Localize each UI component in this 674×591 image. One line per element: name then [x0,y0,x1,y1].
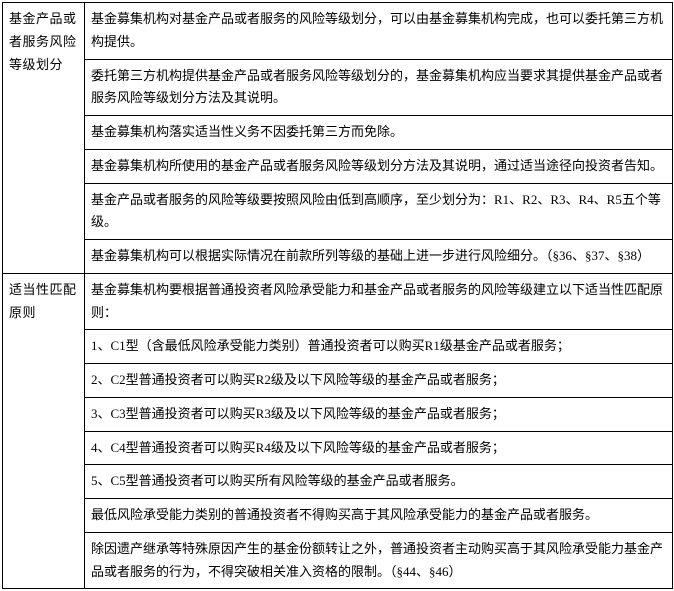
table-cell: 基金募集机构落实适当性义务不因委托第三方而免除。 [85,116,673,150]
table-row: 3、C3型普通投资者可以购买R3级及以下风险等级的基金产品或者服务； [3,397,673,431]
table-cell: 基金募集机构可以根据实际情况在前款所列等级的基础上进一步进行风险细分。（§36、… [85,240,673,274]
table-cell: 3、C3型普通投资者可以购买R3级及以下风险等级的基金产品或者服务； [85,397,673,431]
table-row: 最低风险承受能力类别的普通投资者不得购买高于其风险承受能力的基金产品或者服务。 [3,499,673,533]
table-row: 4、C4型普通投资者可以购买R4级及以下风险等级的基金产品或者服务； [3,431,673,465]
table-cell: 基金募集机构对基金产品或者服务的风险等级划分，可以由基金募集机构完成，也可以委托… [85,3,673,60]
table-row: 5、C5型普通投资者可以购买所有风险等级的基金产品或者服务。 [3,465,673,499]
table-cell: 4、C4型普通投资者可以购买R4级及以下风险等级的基金产品或者服务； [85,431,673,465]
table-cell: 基金产品或者服务的风险等级要按照风险由低到高顺序，至少划分为：R1、R2、R3、… [85,183,673,240]
table-cell: 基金募集机构要根据普通投资者风险承受能力和基金产品或者服务的风险等级建立以下适当… [85,273,673,330]
table-cell: 除因遗产继承等特殊原因产生的基金份额转让之外，普通投资者主动购买高于其风险承受能… [85,532,673,589]
table-row: 基金产品或者服务风险等级划分 基金募集机构对基金产品或者服务的风险等级划分，可以… [3,3,673,60]
table-row: 基金产品或者服务的风险等级要按照风险由低到高顺序，至少划分为：R1、R2、R3、… [3,183,673,240]
table-row: 1、C1型（含最低风险承受能力类别）普通投资者可以购买R1级基金产品或者服务； [3,330,673,364]
table-cell: 最低风险承受能力类别的普通投资者不得购买高于其风险承受能力的基金产品或者服务。 [85,499,673,533]
table-body: 基金产品或者服务风险等级划分 基金募集机构对基金产品或者服务的风险等级划分，可以… [3,3,673,589]
regulation-table: 基金产品或者服务风险等级划分 基金募集机构对基金产品或者服务的风险等级划分，可以… [2,2,673,589]
table-row: 基金募集机构所使用的基金产品或者服务风险等级划分方法及其说明，通过适当途径向投资… [3,149,673,183]
table-cell: 5、C5型普通投资者可以购买所有风险等级的基金产品或者服务。 [85,465,673,499]
section-label: 基金产品或者服务风险等级划分 [3,3,85,274]
table-row: 委托第三方机构提供基金产品或者服务风险等级划分的，基金募集机构应当要求其提供基金… [3,59,673,116]
table-cell: 2、C2型普通投资者可以购买R2级及以下风险等级的基金产品或者服务； [85,364,673,398]
table-row: 除因遗产继承等特殊原因产生的基金份额转让之外，普通投资者主动购买高于其风险承受能… [3,532,673,589]
table-row: 基金募集机构可以根据实际情况在前款所列等级的基础上进一步进行风险细分。（§36、… [3,240,673,274]
table-cell: 委托第三方机构提供基金产品或者服务风险等级划分的，基金募集机构应当要求其提供基金… [85,59,673,116]
table-row: 基金募集机构落实适当性义务不因委托第三方而免除。 [3,116,673,150]
table-cell: 基金募集机构所使用的基金产品或者服务风险等级划分方法及其说明，通过适当途径向投资… [85,149,673,183]
section-label: 适当性匹配原则 [3,273,85,589]
table-row: 适当性匹配原则 基金募集机构要根据普通投资者风险承受能力和基金产品或者服务的风险… [3,273,673,330]
table-row: 2、C2型普通投资者可以购买R2级及以下风险等级的基金产品或者服务； [3,364,673,398]
table-cell: 1、C1型（含最低风险承受能力类别）普通投资者可以购买R1级基金产品或者服务； [85,330,673,364]
